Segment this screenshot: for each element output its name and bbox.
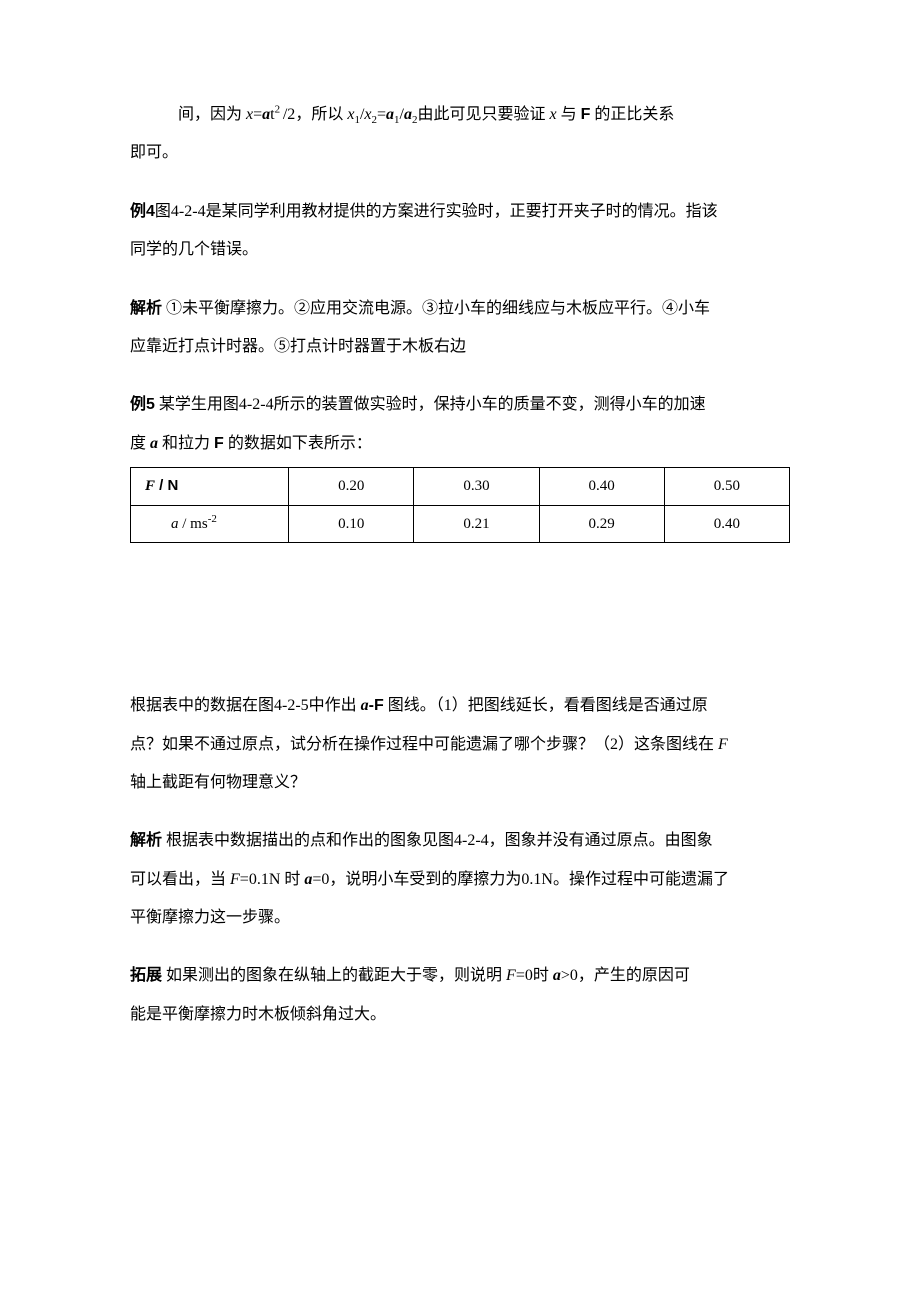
ext-var-a: a xyxy=(553,967,561,984)
tail-text-2: 的正比关系 xyxy=(590,106,674,123)
ex5-text-2c: 的数据如下表所示： xyxy=(224,435,372,452)
ans5-label: 解析 xyxy=(130,832,162,849)
var-F-1: F xyxy=(581,106,591,123)
q-var-F: F xyxy=(374,697,384,714)
ext-line-1: 拓展 如果测出的图象在纵轴上的截距大于零，则说明 F=0时 a>0，产生的原因可 xyxy=(130,961,790,991)
ans5-line-3: 平衡摩擦力这一步骤。 xyxy=(130,903,790,933)
table-header-a: a / ms-2 xyxy=(131,505,289,543)
hdr-F-unit: N xyxy=(168,477,179,494)
data-table: F / N 0.20 0.30 0.40 0.50 a / ms-2 0.10 … xyxy=(130,467,790,543)
q-text-1a: 根据表中的数据在图4-2-5中作出 xyxy=(130,697,361,714)
q-text-1b: 图线。（1）把图线延长，看看图线是否通过原 xyxy=(384,697,708,714)
eq-sign: = xyxy=(253,106,262,123)
ex5-line-1: 例5 某学生用图4-2-4所示的装置做实验时，保持小车的质量不变，测得小车的加速 xyxy=(130,390,790,420)
q-var-F-2: F xyxy=(718,736,728,753)
ext-text-1c: >0，产生的原因可 xyxy=(561,967,690,984)
table-cell: 0.40 xyxy=(664,505,789,543)
question-block: 根据表中的数据在图4-2-5中作出 a-F 图线。（1）把图线延长，看看图线是否… xyxy=(130,691,790,798)
ans4-line-2: 应靠近打点计时器。⑤打点计时器置于木板右边 xyxy=(130,332,790,362)
var-x2: x xyxy=(364,106,371,123)
ex5-label: 例5 xyxy=(130,396,155,413)
ex5-text-2b: 和拉力 xyxy=(158,435,214,452)
var-a1: a xyxy=(386,106,394,123)
hdr-a-exp: -2 xyxy=(208,513,217,525)
hdr-F-slash: / xyxy=(155,477,168,494)
ex5-line-2: 度 a 和拉力 F 的数据如下表所示： xyxy=(130,429,790,459)
ex5-text-1: 某学生用图4-2-4所示的装置做实验时，保持小车的质量不变，测得小车的加速 xyxy=(155,396,706,413)
hdr-a-slash: / ms xyxy=(179,516,208,532)
ex5-text-2a: 度 xyxy=(130,435,150,452)
ex4-label: 例4 xyxy=(130,203,155,220)
ex4-line-2: 同学的几个错误。 xyxy=(130,235,790,265)
ext-text-1b: =0时 xyxy=(516,967,553,984)
extension-block: 拓展 如果测出的图象在纵轴上的截距大于零，则说明 F=0时 a>0，产生的原因可… xyxy=(130,961,790,1030)
var-x-2: x xyxy=(550,106,557,123)
table-cell: 0.40 xyxy=(539,468,664,506)
exp-2: 2 xyxy=(275,104,283,116)
q-text-2: 点？如果不通过原点，试分析在操作过程中可能遗漏了哪个步骤？（2）这条图线在 xyxy=(130,736,718,753)
q-line-1: 根据表中的数据在图4-2-5中作出 a-F 图线。（1）把图线延长，看看图线是否… xyxy=(130,691,790,721)
table-cell: 0.21 xyxy=(414,505,539,543)
ex4-text-1: 图4-2-4是某同学利用教材提供的方案进行实验时，正要打开夹子时的情况。指该 xyxy=(155,203,718,220)
ans4-line-1: 解析 ①未平衡摩擦力。②应用交流电源。③拉小车的细线应与木板应平行。④小车 xyxy=(130,294,790,324)
analysis-4-block: 解析 ①未平衡摩擦力。②应用交流电源。③拉小车的细线应与木板应平行。④小车 应靠… xyxy=(130,294,790,363)
table-cell: 0.29 xyxy=(539,505,664,543)
ans4-label: 解析 xyxy=(130,300,162,317)
ans5-line-2: 可以看出，当 F=0.1N 时 a=0，说明小车受到的摩擦力为0.1N。操作过程… xyxy=(130,865,790,895)
table-cell: 0.10 xyxy=(289,505,414,543)
example-4-block: 例4图4-2-4是某同学利用教材提供的方案进行实验时，正要打开夹子时的情况。指该… xyxy=(130,197,790,266)
table-header-F: F / N xyxy=(131,468,289,506)
var-a2: a xyxy=(404,106,412,123)
ans4-text-1: ①未平衡摩擦力。②应用交流电源。③拉小车的细线应与木板应平行。④小车 xyxy=(162,300,710,317)
hdr-F-var: F xyxy=(145,478,155,494)
table-row: F / N 0.20 0.30 0.40 0.50 xyxy=(131,468,790,506)
ans5-text-2b: =0.1N 时 xyxy=(240,871,305,888)
ex5-var-F: F xyxy=(214,435,224,452)
q-line-2: 点？如果不通过原点，试分析在操作过程中可能遗漏了哪个步骤？（2）这条图线在 F xyxy=(130,730,790,760)
example-5-block: 例5 某学生用图4-2-4所示的装置做实验时，保持小车的质量不变，测得小车的加速… xyxy=(130,390,790,543)
q-line-3: 轴上截距有何物理意义？ xyxy=(130,768,790,798)
comma-so: ，所以 xyxy=(295,106,347,123)
ext-text-1a: 如果测出的图象在纵轴上的截距大于零，则说明 xyxy=(162,967,506,984)
table-cell: 0.50 xyxy=(664,468,789,506)
ans5-text-2c: =0，说明小车受到的摩擦力为0.1N。操作过程中可能遗漏了 xyxy=(312,871,729,888)
with-text: 与 xyxy=(557,106,581,123)
ans5-var-F: F xyxy=(230,871,240,888)
vertical-gap xyxy=(130,571,790,691)
document-page: 间，因为 x=at2 /2，所以 x1/x2=a1/a2由此可见只要验证 x 与… xyxy=(0,0,920,1158)
ext-var-F: F xyxy=(506,967,516,984)
cont-line-1: 间，因为 x=at2 /2，所以 x1/x2=a1/a2由此可见只要验证 x 与… xyxy=(130,100,790,130)
ext-label: 拓展 xyxy=(130,967,162,984)
half: /2 xyxy=(283,106,295,123)
ans5-text-1: 根据表中数据描出的点和作出的图象见图4-2-4，图象并没有通过原点。由图象 xyxy=(162,832,713,849)
cont-indent-text: 间，因为 xyxy=(130,106,246,123)
q-var-a: a xyxy=(361,697,369,714)
analysis-5-block: 解析 根据表中数据描出的点和作出的图象见图4-2-4，图象并没有通过原点。由图象… xyxy=(130,826,790,933)
tail-text-1: 由此可见只要验证 xyxy=(417,106,549,123)
eq-sign-2: = xyxy=(377,106,386,123)
ext-line-2: 能是平衡摩擦力时木板倾斜角过大。 xyxy=(130,1000,790,1030)
table-cell: 0.20 xyxy=(289,468,414,506)
continuation-block: 间，因为 x=at2 /2，所以 x1/x2=a1/a2由此可见只要验证 x 与… xyxy=(130,100,790,169)
ex4-line-1: 例4图4-2-4是某同学利用教材提供的方案进行实验时，正要打开夹子时的情况。指该 xyxy=(130,197,790,227)
table-row: a / ms-2 0.10 0.21 0.29 0.40 xyxy=(131,505,790,543)
hdr-a-var: a xyxy=(171,516,179,532)
ex5-var-a: a xyxy=(150,435,158,452)
var-a: a xyxy=(262,106,270,123)
table-cell: 0.30 xyxy=(414,468,539,506)
ans5-text-2a: 可以看出，当 xyxy=(130,871,230,888)
ans5-line-1: 解析 根据表中数据描出的点和作出的图象见图4-2-4，图象并没有通过原点。由图象 xyxy=(130,826,790,856)
cont-line-2: 即可。 xyxy=(130,138,790,168)
